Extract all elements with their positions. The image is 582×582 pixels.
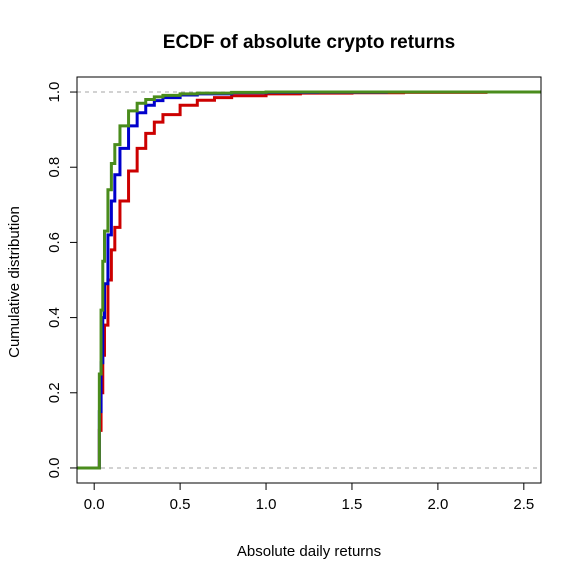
x-tick-label: 0.5 xyxy=(170,496,191,513)
axes: 0.0 0.5 1.0 1.5 2.0 2.5 0.0 0.2 0.4 0.6 0.8 1.0 xyxy=(46,82,534,513)
x-tick-label: 1.5 xyxy=(342,496,363,513)
plot-area xyxy=(77,90,541,470)
y-axis-label: Cumulative distribution xyxy=(6,206,23,358)
y-tick-label: 0.6 xyxy=(46,232,63,253)
y-tick-label: 0.2 xyxy=(46,382,63,403)
x-tick-label: 2.5 xyxy=(513,496,534,513)
x-tick-label: 0.0 xyxy=(84,496,105,513)
x-axis-label: Absolute daily returns xyxy=(237,543,381,560)
ecdf-series-line-2 xyxy=(77,90,541,470)
y-tick-label: 1.0 xyxy=(46,82,63,103)
y-tick-label: 0.4 xyxy=(46,307,63,328)
x-tick-label: 2.0 xyxy=(427,496,448,513)
plot-frame xyxy=(76,76,542,484)
ecdf-series-line-0 xyxy=(77,90,488,470)
chart-title: ECDF of absolute crypto returns xyxy=(163,32,455,53)
x-tick-label: 1.0 xyxy=(256,496,277,513)
y-tick-label: 0.0 xyxy=(46,458,63,479)
y-tick-label: 0.8 xyxy=(46,157,63,178)
